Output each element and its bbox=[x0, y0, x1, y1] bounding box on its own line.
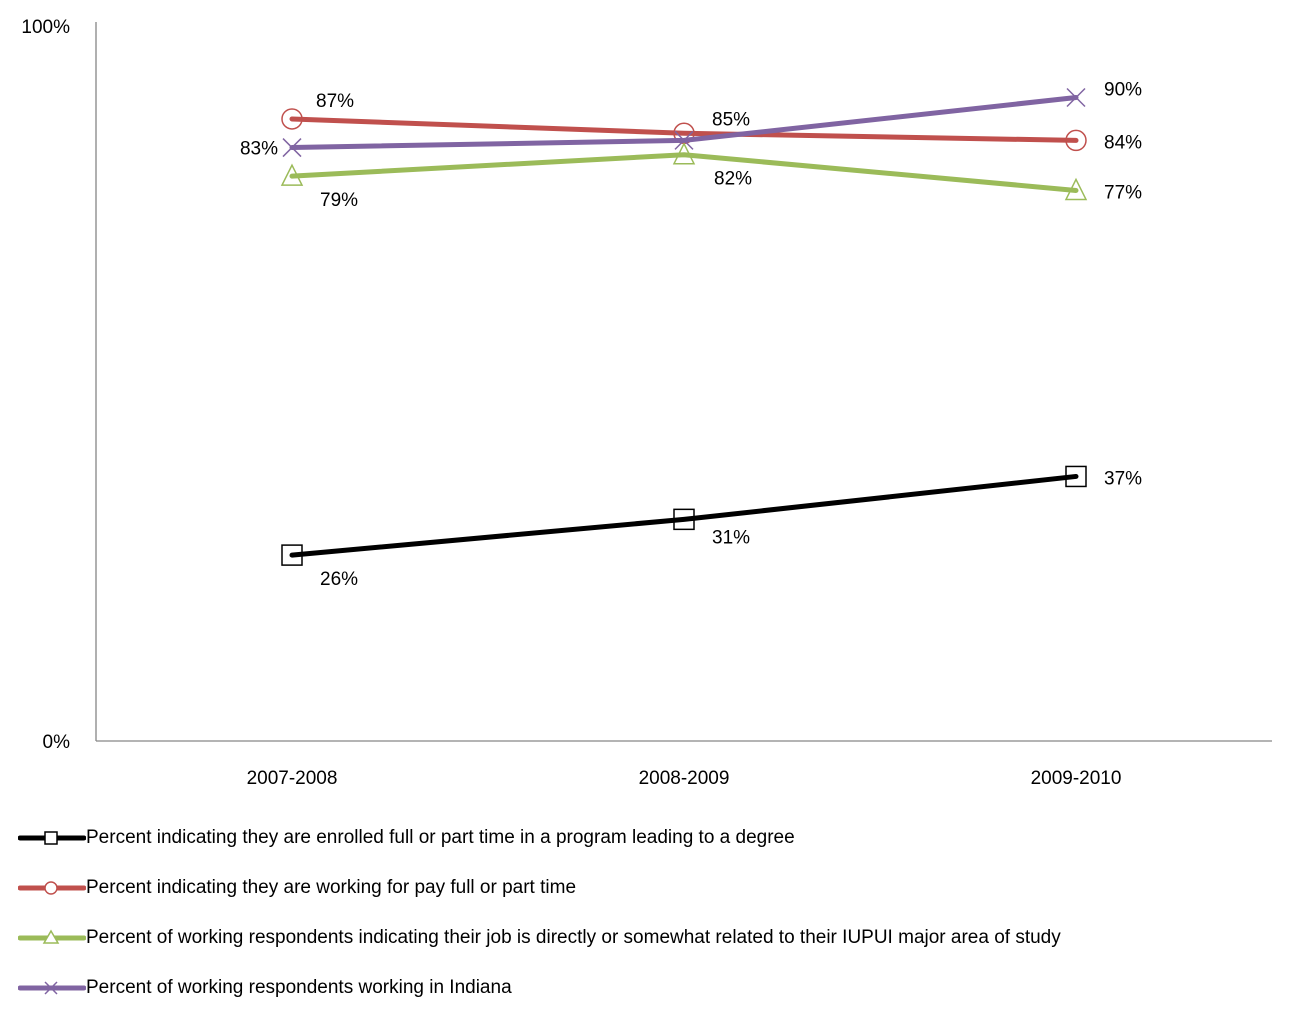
data-point-circle bbox=[281, 108, 303, 130]
legend-item-indiana: Percent of working respondents working i… bbox=[18, 963, 1303, 1013]
legend-swatch-triangle-icon bbox=[18, 929, 86, 944]
data-label: 83% bbox=[240, 139, 278, 160]
data-point-square bbox=[673, 508, 695, 531]
data-point-x bbox=[282, 138, 302, 158]
data-label: 31% bbox=[712, 527, 750, 548]
x-tick-label: 2009-2010 bbox=[1031, 768, 1122, 789]
series-1 bbox=[281, 108, 1087, 152]
series-line bbox=[289, 152, 1079, 193]
legend-item-enrolled: Percent indicating they are enrolled ful… bbox=[18, 813, 1303, 863]
data-point-triangle bbox=[280, 163, 304, 186]
data-label: 79% bbox=[320, 190, 358, 211]
data-point-circle bbox=[1065, 129, 1087, 152]
data-label: 84% bbox=[1104, 132, 1142, 153]
y-tick-label: 0% bbox=[43, 732, 71, 753]
data-label: 87% bbox=[316, 91, 354, 112]
series-lines bbox=[280, 87, 1088, 566]
series-0 bbox=[281, 465, 1087, 566]
legend: Percent indicating they are enrolled ful… bbox=[18, 813, 1303, 1013]
axes: 0% 100% 2007-2008 2008-2009 2009-2010 bbox=[21, 17, 1272, 789]
series-line bbox=[289, 116, 1079, 143]
legend-swatch-x-icon bbox=[18, 981, 86, 995]
data-point-triangle bbox=[1064, 177, 1088, 201]
legend-item-working: Percent indicating they are working for … bbox=[18, 863, 1303, 913]
legend-label-working: Percent indicating they are working for … bbox=[86, 877, 577, 898]
data-label: 26% bbox=[320, 569, 358, 590]
line-chart: 0% 100% 2007-2008 2008-2009 2009-2010 26% 31%… bbox=[21, 17, 1272, 789]
legend-swatch-circle-icon bbox=[18, 881, 86, 895]
data-point-square bbox=[281, 544, 303, 566]
legend-label-job-related: Percent of working respondents indicatin… bbox=[86, 927, 1061, 948]
data-point-triangle bbox=[672, 142, 696, 165]
series-3 bbox=[282, 87, 1086, 158]
series-line bbox=[289, 473, 1079, 558]
data-labels: 26% 31% 37% 87% 85% 84% 79% 82% 77% 83% 90% bbox=[240, 80, 1142, 591]
legend-label-indiana: Percent of working respondents working i… bbox=[86, 977, 512, 998]
legend-label-enrolled: Percent indicating they are enrolled ful… bbox=[86, 827, 795, 848]
legend-item-job-related: Percent of working respondents indicatin… bbox=[18, 913, 1303, 963]
data-point-square bbox=[1065, 465, 1087, 488]
data-label: 82% bbox=[714, 169, 752, 190]
series-2 bbox=[280, 142, 1088, 201]
data-label: 85% bbox=[712, 109, 750, 130]
data-point-x bbox=[674, 130, 694, 150]
x-tick-label: 2008-2009 bbox=[639, 768, 730, 789]
data-label: 90% bbox=[1104, 80, 1142, 101]
y-tick-label: 100% bbox=[21, 17, 70, 38]
data-label: 37% bbox=[1104, 468, 1142, 489]
data-point-x bbox=[1066, 87, 1086, 108]
x-tick-label: 2007-2008 bbox=[247, 768, 338, 789]
legend-swatch-square-icon bbox=[18, 831, 86, 845]
data-label: 77% bbox=[1104, 182, 1142, 203]
